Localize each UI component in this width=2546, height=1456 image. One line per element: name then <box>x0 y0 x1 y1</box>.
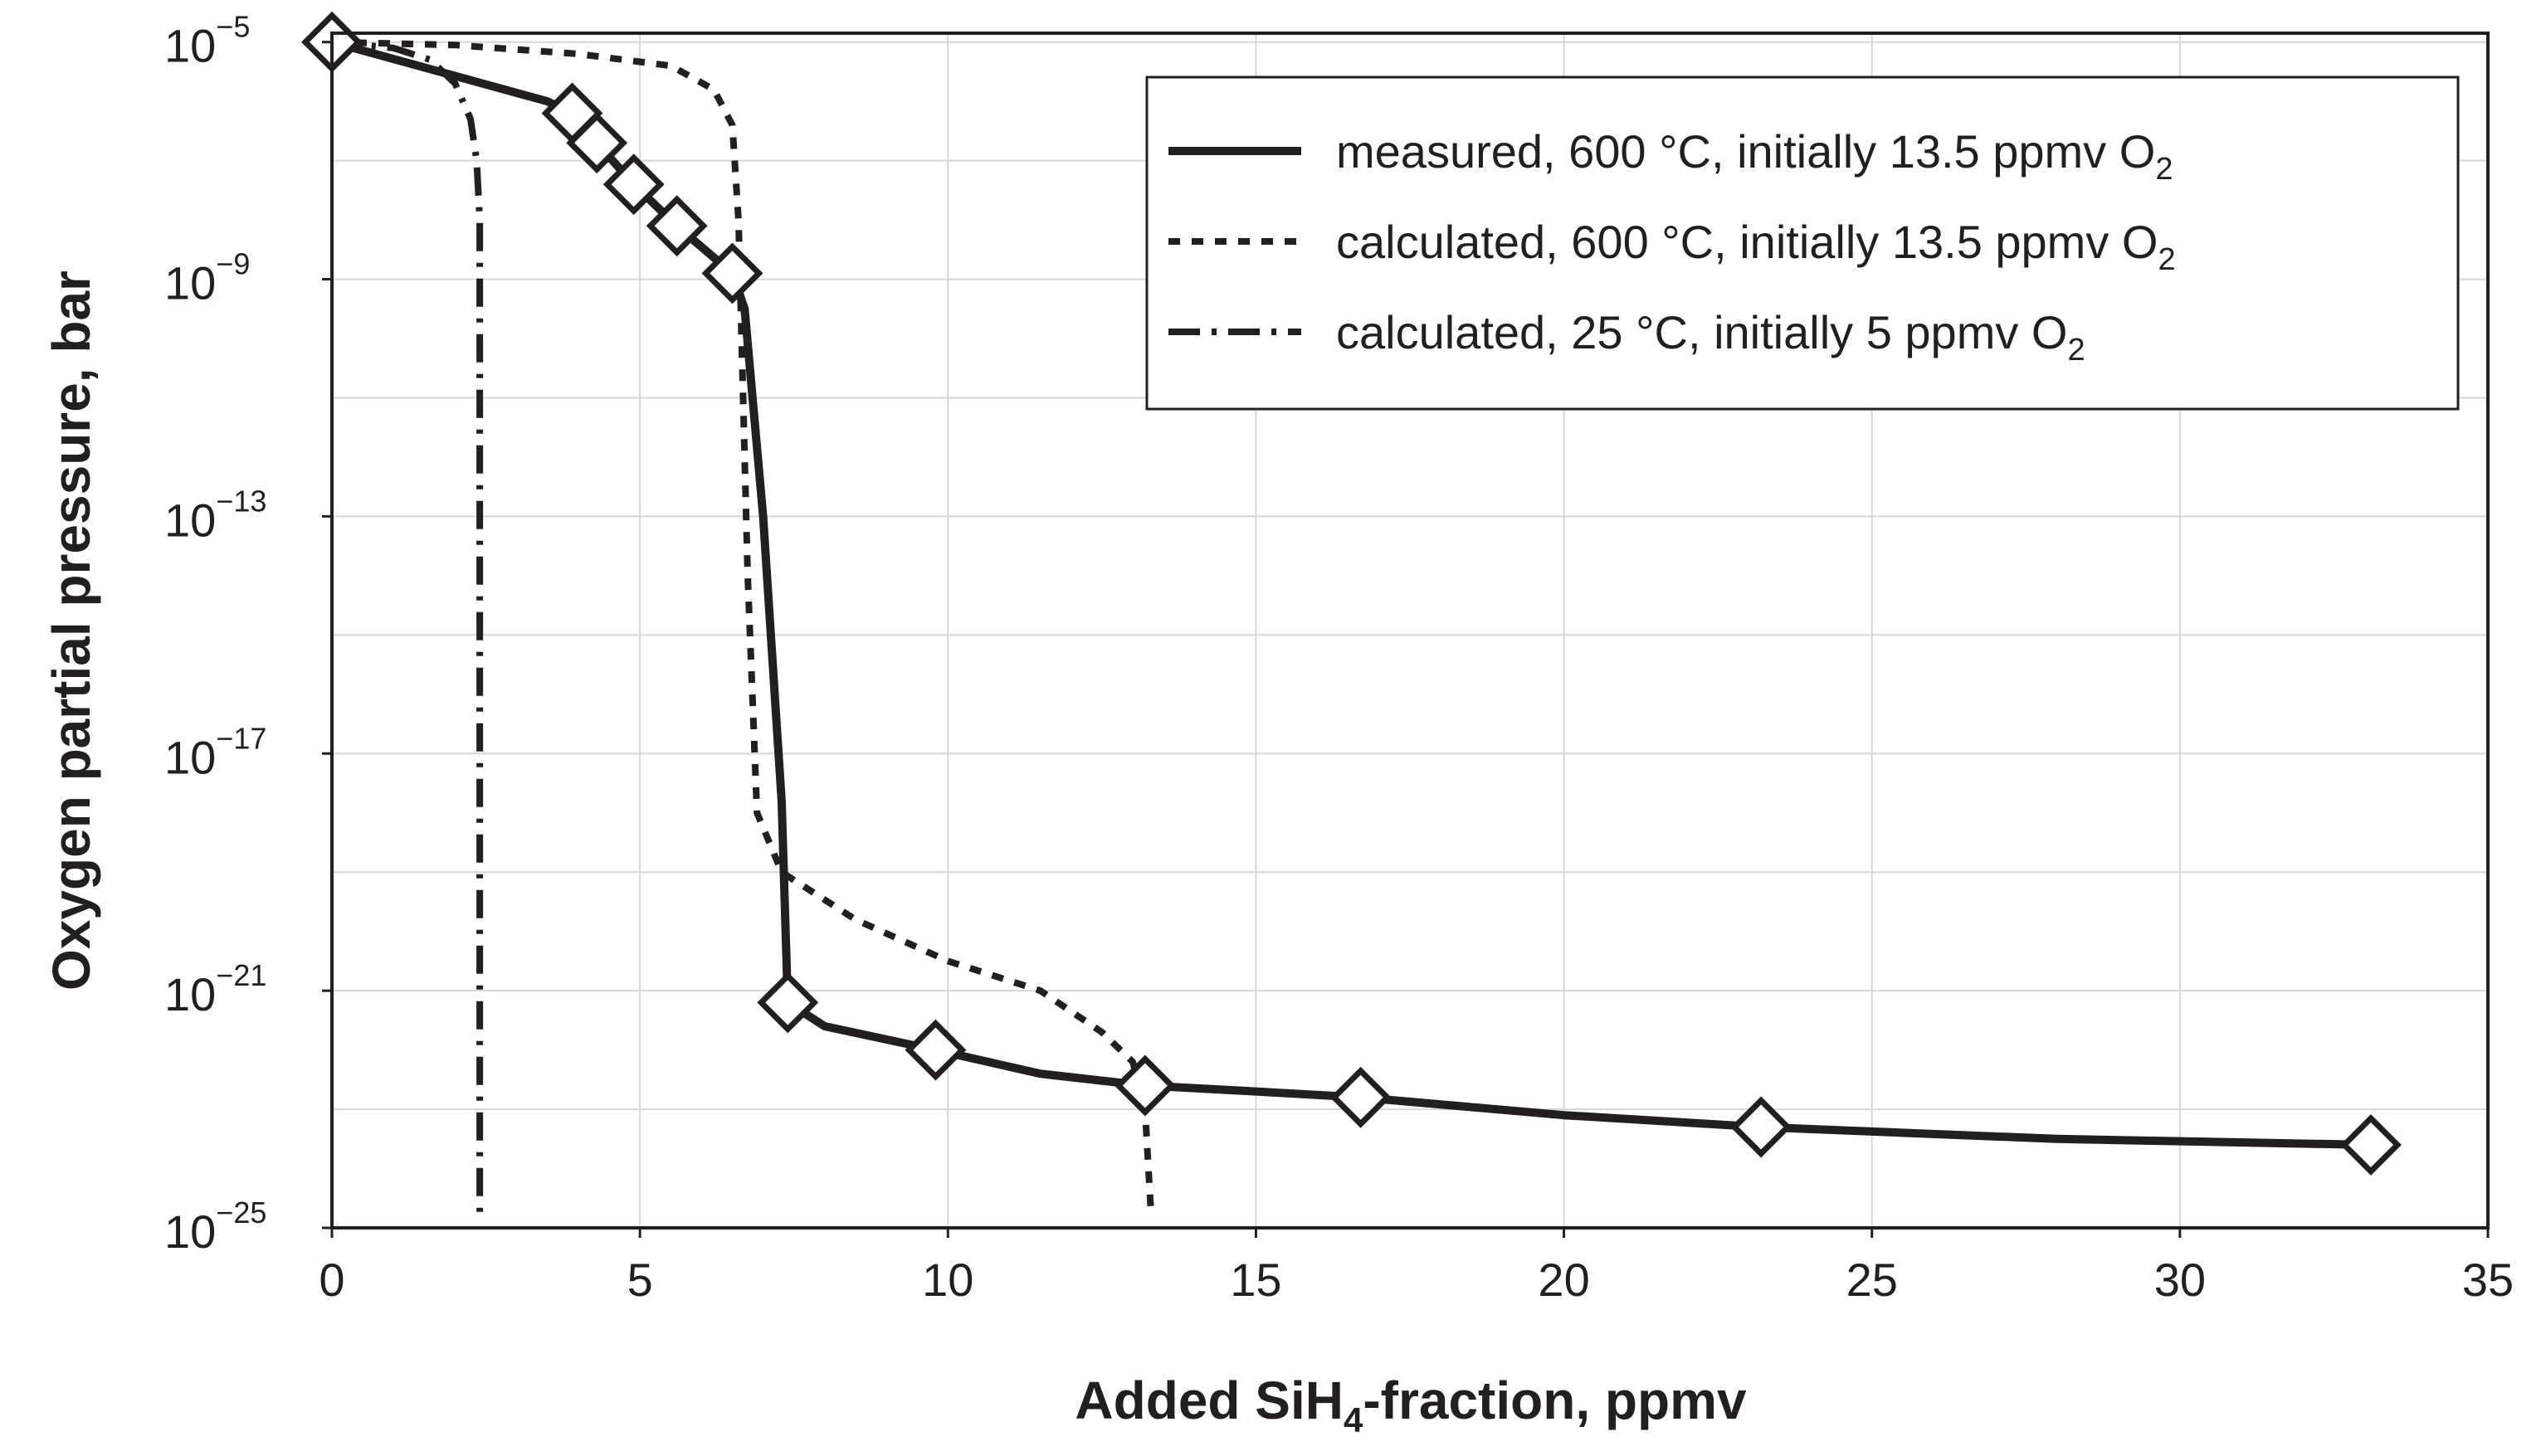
x-axis-ticks: 0 5 10 15 20 25 30 35 <box>319 1228 2514 1306</box>
data-point-3 <box>602 153 665 216</box>
data-point-4 <box>646 195 708 257</box>
x-tick-label-2: 10 <box>922 1254 973 1306</box>
x-tick-label-6: 30 <box>2154 1254 2206 1306</box>
data-point-6 <box>757 971 819 1034</box>
data-point-2 <box>566 112 628 174</box>
plot-area-frame <box>330 32 2490 1230</box>
series-line-calculated-25 <box>331 38 484 1216</box>
series-line-calculated-600 <box>331 38 1155 1216</box>
x-tick-label-1: 5 <box>627 1254 653 1306</box>
x-axis-title-main: Added SiH <box>1075 1371 1344 1430</box>
y-tick-label-5: 10−25 <box>164 1195 266 1258</box>
data-point-9 <box>1329 1066 1392 1128</box>
x-axis-title-rest: -fraction, ppmv <box>1363 1371 1747 1430</box>
data-point-8 <box>1114 1054 1176 1117</box>
x-tick-label-5: 25 <box>1846 1254 1898 1306</box>
data-point-7 <box>905 1019 967 1081</box>
x-tick-label-4: 20 <box>1538 1254 1589 1306</box>
y-tick-label-2: 10−13 <box>164 484 266 546</box>
legend-label-calculated-25: calculated, 25 °C, initially 5 ppmv O2 <box>1336 306 2085 368</box>
legend-label-measured: measured, 600 °C, initially 13.5 ppmv O2 <box>1336 125 2173 187</box>
x-tick-label-7: 35 <box>2462 1254 2514 1306</box>
y-tick-label-4: 10−21 <box>164 958 266 1020</box>
data-markers <box>301 11 2402 1176</box>
y-tick-label-1: 10−9 <box>164 247 250 309</box>
y-tick-label-0: 10−5 <box>164 10 250 72</box>
legend-box <box>1145 75 2460 411</box>
x-tick-label-3: 15 <box>1230 1254 1281 1306</box>
data-point-11 <box>2340 1114 2402 1176</box>
x-tick-label-0: 0 <box>319 1254 344 1306</box>
legend: measured, 600 °C, initially 13.5 ppmv O2… <box>1145 75 2460 411</box>
y-axis-title: Oxygen partial pressure, bar <box>41 270 101 991</box>
y-axis-ticks: 10−5 10−9 10−13 10−17 10−21 10−25 <box>164 10 332 1258</box>
x-axis-title-subscript: 4 <box>1344 1400 1363 1439</box>
data-point-5 <box>701 242 763 304</box>
legend-label-calculated-600: calculated, 600 °C, initially 13.5 ppmv … <box>1336 216 2176 277</box>
x-axis-title: Added SiH4-fraction, ppmv <box>1075 1371 1747 1439</box>
data-point-10 <box>1730 1096 1792 1158</box>
y-tick-label-3: 10−17 <box>164 721 266 783</box>
